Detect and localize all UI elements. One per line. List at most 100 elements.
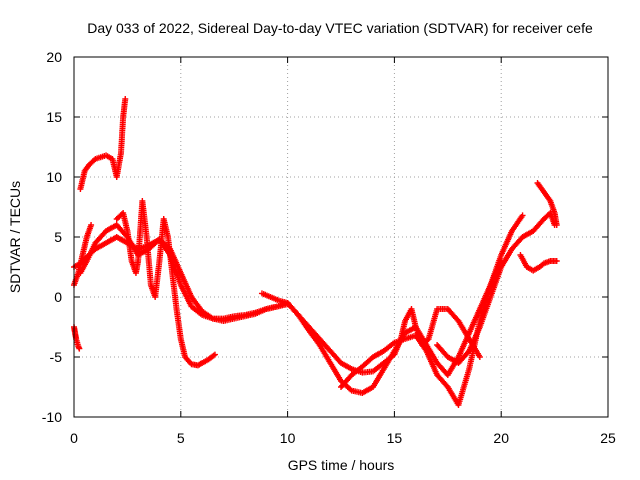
data-point-run (456, 349, 471, 365)
data-point-run (456, 367, 472, 407)
data-point-run (435, 373, 450, 389)
data-point-run (435, 343, 450, 359)
data-point-run (525, 264, 535, 273)
series-arc-5 (113, 198, 218, 369)
data-point-run (78, 259, 89, 275)
data-point-run (317, 343, 333, 365)
data-point-run (328, 349, 343, 365)
series-arc-4 (77, 96, 129, 192)
x-tick-label: 10 (280, 430, 296, 446)
data-point-run (518, 253, 529, 269)
data-point-run (72, 261, 82, 270)
series-arc-10 (534, 180, 560, 228)
data-point-run (152, 259, 163, 299)
data-points (71, 96, 560, 408)
data-point-run (183, 355, 194, 366)
series-arc-12 (71, 324, 83, 352)
data-point-run (466, 325, 483, 353)
data-point-run (307, 329, 322, 347)
y-axis-label: SDTVAR / TECUs (7, 181, 23, 293)
series-arc-6 (258, 290, 483, 376)
data-point-run (350, 364, 364, 377)
data-point-run (424, 343, 440, 365)
data-point-run (178, 283, 194, 308)
x-tick-label: 20 (493, 430, 509, 446)
tick-labels: 0 5 10 15 20 25 -10 -5 0 5 10 15 20 (42, 49, 616, 446)
data-point-run (143, 235, 154, 287)
data-point-run (189, 295, 204, 313)
data-point-run (509, 214, 525, 233)
data-point-run (93, 240, 108, 252)
data-point-run (424, 349, 440, 377)
data-point-run (84, 241, 98, 263)
axis-ticks (73, 56, 609, 418)
x-axis-label: GPS time / hours (288, 457, 395, 473)
data-point-run (446, 307, 461, 323)
data-point-run (296, 313, 311, 332)
data-point-run (426, 307, 440, 341)
data-point-run (196, 360, 204, 368)
x-tick-label: 5 (177, 430, 185, 446)
data-point-run (544, 193, 553, 203)
data-point-run (488, 265, 504, 299)
data-point-run (535, 181, 544, 191)
series-arc-7 (284, 258, 505, 396)
data-point (122, 96, 129, 102)
data-point-run (87, 157, 98, 167)
data-point-run (254, 306, 268, 316)
data-point-run (178, 271, 194, 299)
grid-lines (74, 57, 608, 417)
data-point-run (360, 384, 375, 396)
data-point-run (371, 367, 386, 389)
data-point-run (521, 228, 535, 240)
y-tick-label: 0 (54, 289, 62, 305)
data-point-run (531, 217, 546, 233)
data-point-run (413, 325, 429, 347)
x-tick-label: 15 (387, 430, 403, 446)
data-point-run (382, 340, 396, 353)
data-point-run (538, 261, 546, 269)
chart-title: Day 033 of 2022, Sidereal Day-to-day VTE… (87, 20, 593, 36)
data-point-run (466, 307, 483, 335)
data-point-run (169, 271, 180, 311)
data-point-run (104, 153, 114, 162)
series-arc-9 (434, 210, 558, 366)
data-point-run (371, 361, 386, 374)
data-point-run (548, 258, 559, 264)
data-point (88, 222, 95, 228)
y-tick-label: -10 (42, 409, 62, 425)
data-point-run (542, 258, 552, 266)
data-point-run (339, 360, 354, 372)
y-tick-label: 5 (54, 229, 62, 245)
data-point-run (124, 229, 135, 263)
data-point (476, 354, 483, 360)
data-point-run (120, 97, 129, 119)
data-point-run (339, 373, 354, 389)
y-tick-label: 15 (46, 109, 62, 125)
data-point-run (115, 234, 129, 246)
data-point-run (531, 264, 541, 273)
data-point-run (190, 304, 204, 317)
data-point-run (539, 187, 548, 197)
data-point-run (317, 337, 333, 353)
data-point (553, 222, 560, 228)
data-point-run (206, 352, 217, 362)
data-point-run (445, 385, 461, 407)
data-point-run (499, 247, 514, 269)
data-point-run (488, 253, 504, 287)
data-point-run (139, 199, 150, 239)
data-point-run (371, 348, 386, 360)
data-point-run (200, 309, 215, 321)
data-point-run (360, 355, 375, 369)
data-point (76, 345, 83, 352)
data-point-run (77, 169, 88, 191)
data-point-run (118, 115, 126, 155)
x-tick-label: 0 (70, 430, 78, 446)
data-point-run (499, 229, 515, 257)
y-tick-label: 10 (46, 169, 62, 185)
data-point-run (381, 349, 397, 371)
data-point-run (510, 235, 525, 251)
data-point-run (190, 361, 200, 369)
y-tick-label: 20 (46, 49, 62, 65)
